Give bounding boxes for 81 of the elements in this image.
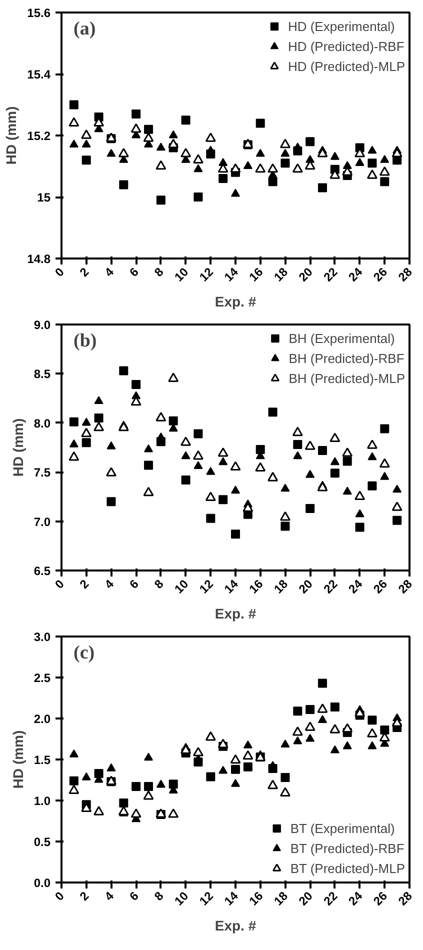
x-tick-label: 22 <box>320 576 340 596</box>
x-tick-label: 14 <box>221 888 242 908</box>
x-tick-label: 24 <box>346 264 366 284</box>
legend-label: BT (Predicted)-MLP <box>290 860 405 876</box>
x-tick-label: 10 <box>172 264 192 284</box>
y-tick-label: 1.5 <box>34 753 51 767</box>
legend-label: BH (Predicted)-MLP <box>288 370 405 386</box>
x-axis-title: Exp. # <box>214 293 256 310</box>
legend-label: BT (Experimental) <box>290 820 395 836</box>
y-tick-label: 15.6 <box>27 6 51 20</box>
y-tick-label: 8.5 <box>34 367 51 382</box>
y-tick-label: 0.5 <box>34 835 51 849</box>
y-tick-label: 7.0 <box>34 514 51 529</box>
x-tick-label: 10 <box>172 576 192 596</box>
y-tick-label: 1.0 <box>34 794 51 808</box>
x-axis-title: Exp. # <box>214 605 256 622</box>
x-tick-label: 22 <box>320 264 340 284</box>
y-tick-label: 7.5 <box>34 466 51 480</box>
x-tick-label: 2 <box>77 576 92 592</box>
y-tick-label: 8.0 <box>34 416 51 430</box>
legend-label: HD (Experimental) <box>288 18 395 34</box>
x-tick-label: 18 <box>271 576 291 596</box>
x-tick-label: 16 <box>246 888 266 908</box>
x-tick-label: 2 <box>77 888 92 904</box>
y-tick-label: 9.0 <box>34 318 51 332</box>
x-tick-label: 0 <box>52 264 68 280</box>
x-tick-label: 24 <box>346 576 366 596</box>
x-tick-label: 10 <box>172 888 192 908</box>
y-tick-label: 2.0 <box>34 712 51 726</box>
legend-label: HD (Predicted)-RBF <box>288 38 404 54</box>
y-axis-title: HD (mm) <box>10 730 26 789</box>
x-tick-label: 26 <box>370 576 390 596</box>
x-tick-label: 20 <box>296 888 316 908</box>
x-tick-label: 26 <box>370 264 390 284</box>
x-tick-label: 26 <box>370 888 390 908</box>
x-tick-label: 22 <box>320 888 340 908</box>
x-tick-label: 6 <box>126 576 142 592</box>
x-tick-label: 12 <box>196 264 216 284</box>
x-tick-label: 0 <box>52 576 68 592</box>
y-axis-title: HD (mm) <box>3 106 20 165</box>
y-tick-label: 2.5 <box>34 671 51 685</box>
x-tick-label: 6 <box>126 888 142 904</box>
x-tick-label: 4 <box>102 264 117 280</box>
x-tick-label: 28 <box>395 576 416 596</box>
x-tick-label: 0 <box>52 888 68 904</box>
y-tick-label: 14.8 <box>27 252 51 266</box>
x-tick-label: 2 <box>77 264 92 280</box>
y-tick-label: 15.2 <box>27 129 51 143</box>
y-axis-title: HD (mm) <box>10 418 26 477</box>
x-tick-label: 14 <box>221 576 242 596</box>
x-tick-label: 14 <box>221 264 242 284</box>
y-tick-label: 15 <box>37 190 51 204</box>
x-tick-label: 20 <box>296 264 316 284</box>
x-tick-label: 4 <box>102 576 117 592</box>
y-tick-label: 3.0 <box>34 630 51 644</box>
annotation: (a) <box>74 18 96 40</box>
annotation: (b) <box>74 330 97 352</box>
legend-label: BH (Experimental) <box>288 330 395 346</box>
x-tick-label: 4 <box>102 888 117 904</box>
annotation: (c) <box>74 642 95 664</box>
legend-label: BH (Predicted)-RBF <box>288 350 404 366</box>
x-tick-label: 28 <box>395 888 416 908</box>
x-tick-label: 6 <box>126 264 142 280</box>
x-tick-label: 18 <box>271 888 291 908</box>
x-axis-title: Exp. # <box>214 917 256 934</box>
x-tick-label: 8 <box>152 264 166 280</box>
x-tick-label: 16 <box>246 264 266 284</box>
legend-label: BT (Predicted)-RBF <box>290 840 404 856</box>
x-tick-label: 20 <box>296 576 316 596</box>
x-tick-label: 16 <box>246 576 266 596</box>
y-tick-label: 15.4 <box>27 68 51 82</box>
y-tick-label: 6.5 <box>34 564 51 578</box>
x-tick-label: 12 <box>196 888 216 908</box>
x-tick-label: 24 <box>346 888 366 908</box>
x-tick-label: 8 <box>152 888 166 904</box>
x-tick-label: 28 <box>395 264 416 284</box>
x-tick-label: 18 <box>271 264 291 284</box>
legend-label: HD (Predicted)-MLP <box>288 58 405 74</box>
x-tick-label: 12 <box>196 576 216 596</box>
y-tick-label: 0.0 <box>34 876 51 890</box>
x-tick-label: 8 <box>152 576 166 592</box>
